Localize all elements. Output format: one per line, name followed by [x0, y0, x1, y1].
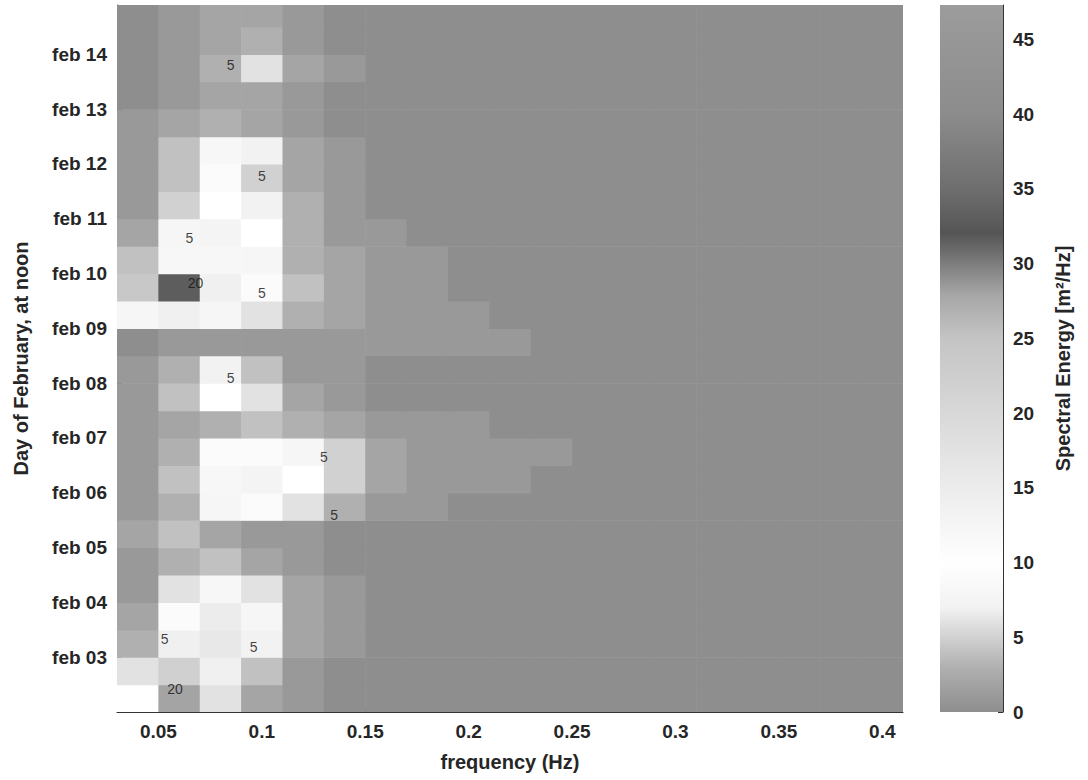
svg-text:0.35: 0.35 — [760, 721, 797, 742]
svg-text:5: 5 — [330, 507, 338, 523]
svg-text:0.4: 0.4 — [869, 721, 896, 742]
svg-text:0.1: 0.1 — [249, 721, 276, 742]
svg-text:20: 20 — [167, 681, 183, 697]
svg-text:feb 11: feb 11 — [53, 208, 107, 229]
svg-text:5: 5 — [320, 449, 328, 465]
svg-text:20: 20 — [1013, 403, 1034, 424]
svg-text:feb 10: feb 10 — [52, 263, 107, 284]
svg-text:5: 5 — [250, 639, 258, 655]
svg-text:5: 5 — [227, 370, 235, 386]
svg-text:5: 5 — [1013, 627, 1024, 648]
svg-text:5: 5 — [161, 631, 169, 647]
svg-text:feb 03: feb 03 — [52, 647, 107, 668]
svg-text:15: 15 — [1013, 477, 1035, 498]
svg-text:0.15: 0.15 — [347, 721, 384, 742]
svg-text:frequency (Hz): frequency (Hz) — [441, 751, 580, 773]
svg-text:40: 40 — [1013, 104, 1034, 125]
svg-text:Spectral Energy [m²/Hz]: Spectral Energy [m²/Hz] — [1052, 246, 1074, 472]
svg-text:feb 13: feb 13 — [52, 99, 107, 120]
svg-text:0.05: 0.05 — [140, 721, 177, 742]
svg-text:feb 14: feb 14 — [52, 44, 107, 65]
svg-text:25: 25 — [1013, 328, 1035, 349]
svg-text:20: 20 — [188, 275, 204, 291]
svg-text:5: 5 — [258, 168, 266, 184]
svg-text:5: 5 — [258, 285, 266, 301]
svg-text:30: 30 — [1013, 253, 1034, 274]
svg-text:feb 05: feb 05 — [52, 537, 107, 558]
svg-text:feb 12: feb 12 — [52, 153, 107, 174]
svg-text:feb 07: feb 07 — [52, 427, 107, 448]
svg-text:35: 35 — [1013, 178, 1035, 199]
svg-text:feb 08: feb 08 — [52, 373, 107, 394]
svg-text:45: 45 — [1013, 29, 1035, 50]
svg-text:0: 0 — [1013, 702, 1024, 723]
svg-text:0.25: 0.25 — [554, 721, 591, 742]
svg-text:5: 5 — [185, 230, 193, 246]
svg-text:0.3: 0.3 — [662, 721, 688, 742]
svg-text:feb 04: feb 04 — [52, 592, 107, 613]
svg-text:5: 5 — [227, 57, 235, 73]
svg-text:feb 06: feb 06 — [52, 482, 107, 503]
svg-text:0.2: 0.2 — [455, 721, 481, 742]
svg-text:Day of February, at noon: Day of February, at noon — [10, 241, 32, 475]
svg-text:10: 10 — [1013, 552, 1034, 573]
svg-text:feb 09: feb 09 — [52, 318, 107, 339]
